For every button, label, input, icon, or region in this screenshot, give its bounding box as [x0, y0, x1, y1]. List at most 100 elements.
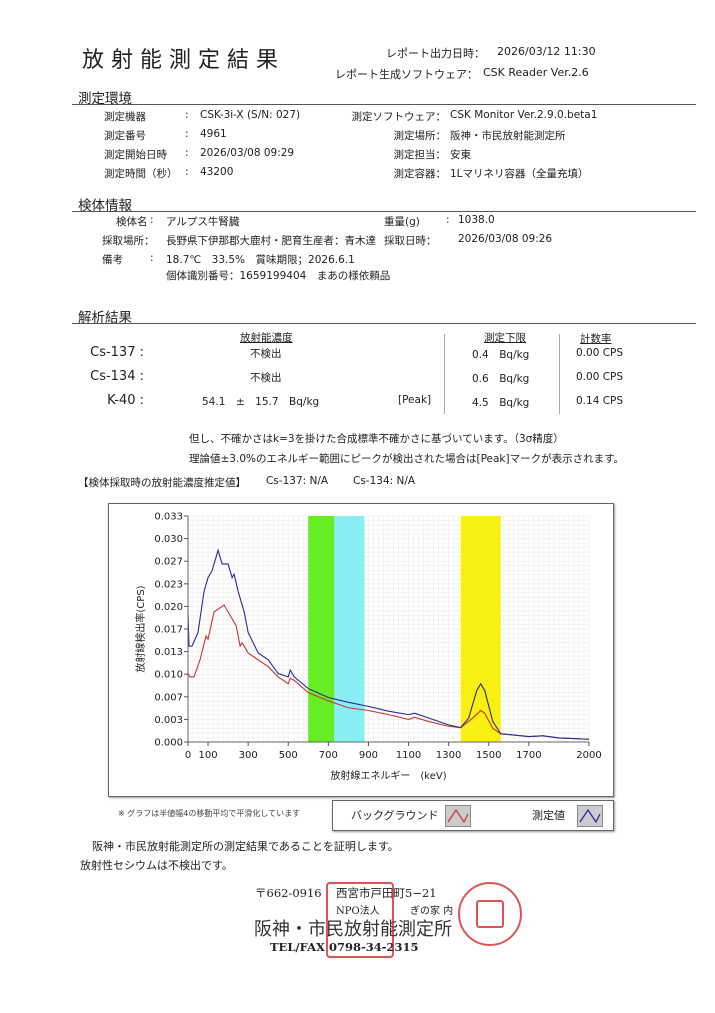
nuclide-label: Cs-134 : — [90, 369, 144, 384]
legend-measured-swatch — [577, 805, 603, 827]
env-value: 2026/03/08 09:29 — [200, 147, 295, 159]
env-label: 測定場所： — [393, 130, 447, 142]
address-building: ぎの家 内 — [410, 906, 454, 917]
chart-legend: バックグラウンド 測定値 — [332, 800, 614, 831]
note-label: 備考 — [102, 254, 123, 266]
output-date: 2026/03/12 11:30 — [497, 45, 596, 58]
square-seal-stamp — [326, 882, 394, 958]
env-label: 測定開始日時 — [104, 149, 167, 161]
series-line — [187, 548, 590, 740]
smoothing-note: ※ グラフは半値幅4の移動平均で平滑化しています — [118, 809, 301, 818]
energy-band — [308, 516, 335, 742]
detection-limit: 0.6 Bq/kg — [472, 373, 530, 385]
estimate-cs134: Cs-134: N/A — [353, 475, 416, 487]
env-value: 阪神・市民放射能測定所 — [450, 130, 566, 142]
x-tick-label: 0 — [185, 750, 191, 761]
colon: : — [185, 147, 189, 159]
peak-mark: [Peak] — [398, 394, 432, 406]
y-tick-label: 0.030 — [154, 534, 183, 545]
env-value: 43200 — [200, 166, 234, 178]
concentration: 不検出 — [250, 372, 282, 384]
x-tick-label: 1500 — [476, 750, 501, 761]
col-limit: 測定下限 — [484, 332, 526, 344]
uncertainty-note: 但し、不確かさはk=3を掛けた合成標準不確かさに基づいています。（3σ精度） — [189, 433, 564, 445]
env-label: 測定番号 — [104, 130, 146, 142]
env-value: 安東 — [450, 149, 471, 161]
col-conc: 放射能濃度 — [240, 332, 293, 344]
energy-band — [460, 516, 501, 742]
note-2: 個体識別番号：1659199404 まあの様依頼品 — [166, 270, 391, 282]
nuclide-label: K-40 : — [107, 393, 144, 408]
place-label: 採取場所： — [102, 235, 155, 247]
tel-fax: TEL/FAX 0798-34-2315 — [270, 940, 419, 954]
sample-name: アルプス牛腎臓 — [166, 216, 240, 228]
address-npo: NPO法人 — [336, 906, 380, 917]
concentration: 54.1 ± 15.7 Bq/kg — [202, 396, 320, 408]
software-label: レポート生成ソフトウェア： — [335, 68, 478, 81]
colon: : — [185, 109, 189, 121]
x-tick-label: 100 — [199, 750, 218, 761]
colon: : — [150, 252, 154, 264]
env-value: 4961 — [200, 128, 227, 140]
y-tick-label: 0.023 — [154, 579, 183, 590]
y-tick-label: 0.020 — [154, 602, 183, 613]
weight-label: 重量(g) — [384, 216, 420, 228]
spectrum-chart: 0.000 0.003 0.007 0.010 0.013 0.017 0.020 0.023… — [134, 512, 602, 783]
note-1: 18.7℃ 33.5% 賞味期限；2026.6.1 — [166, 254, 355, 266]
divider — [72, 323, 696, 324]
x-tick-label: 700 — [319, 750, 338, 761]
env-label: 測定機器 — [104, 111, 146, 123]
legend-background-swatch — [445, 805, 471, 827]
address: 西宮市戸田町5−21 — [336, 886, 437, 900]
env-label: 測定ソフトウェア： — [351, 111, 447, 123]
section-env-heading: 測定環境 — [78, 91, 132, 107]
y-tick-label: 0.027 — [154, 557, 183, 568]
software-value: CSK Reader Ver.2.6 — [483, 66, 589, 79]
place: 長野県下伊那郡大鹿村・肥育生産者：青木達 — [166, 235, 376, 247]
weight: 1038.0 — [458, 214, 495, 226]
sample-name-label: 検体名 — [116, 216, 148, 228]
postal-code: 〒662-0916 — [255, 886, 322, 900]
certification-text: 阪神・市民放射能測定所の測定結果であることを証明します。 — [92, 840, 399, 853]
sample-date: 2026/03/08 09:26 — [458, 233, 553, 245]
series-line — [187, 604, 590, 740]
divider — [559, 334, 560, 414]
x-tick-label: 1700 — [516, 750, 541, 761]
section-sample-heading: 検体情報 — [78, 198, 132, 214]
divider — [72, 211, 696, 212]
x-tick-label: 300 — [239, 750, 258, 761]
divider — [444, 334, 445, 414]
y-tick-label: 0.003 — [154, 715, 183, 726]
sample-date-label: 採取日時： — [384, 235, 437, 247]
page-title: 放射能測定結果 — [82, 48, 286, 73]
y-tick-label: 0.033 — [154, 512, 183, 523]
env-value: CSK-3i-X (S/N: 027) — [200, 109, 301, 121]
x-tick-label: 500 — [279, 750, 298, 761]
y-tick-label: 0.017 — [154, 625, 183, 636]
detection-limit: 0.4 Bq/kg — [472, 349, 530, 361]
x-tick-label: 1100 — [396, 750, 421, 761]
detection-limit: 4.5 Bq/kg — [472, 397, 530, 409]
concentration: 不検出 — [250, 348, 282, 360]
x-tick-label: 900 — [359, 750, 378, 761]
spectrum-chart-frame — [108, 503, 614, 797]
y-tick-label: 0.013 — [154, 647, 183, 658]
output-date-label: レポート出力日時： — [386, 47, 485, 60]
colon: : — [446, 214, 450, 226]
colon: : — [150, 214, 154, 226]
y-tick-label: 0.000 — [154, 738, 183, 749]
section-results-heading: 解析結果 — [78, 310, 132, 326]
env-label: 測定時間（秒） — [104, 168, 178, 180]
peak-note: 理論値±3.0%のエネルギー範囲にピークが検出された場合は[Peak]マークが表… — [189, 453, 625, 465]
colon: : — [185, 128, 189, 140]
col-rate: 計数率 — [580, 333, 612, 345]
y-tick-label: 0.010 — [154, 670, 183, 681]
nuclide-label: Cs-137 : — [90, 345, 144, 360]
legend-background-label: バックグラウンド — [351, 809, 439, 822]
colon: : — [185, 166, 189, 178]
estimate-label: 【検体採取時の放射能濃度推定値】 — [78, 477, 246, 489]
count-rate: 0.00 CPS — [576, 371, 624, 383]
legend-measured-label: 測定値 — [532, 809, 565, 822]
round-seal-stamp — [458, 882, 522, 946]
divider — [72, 104, 696, 105]
